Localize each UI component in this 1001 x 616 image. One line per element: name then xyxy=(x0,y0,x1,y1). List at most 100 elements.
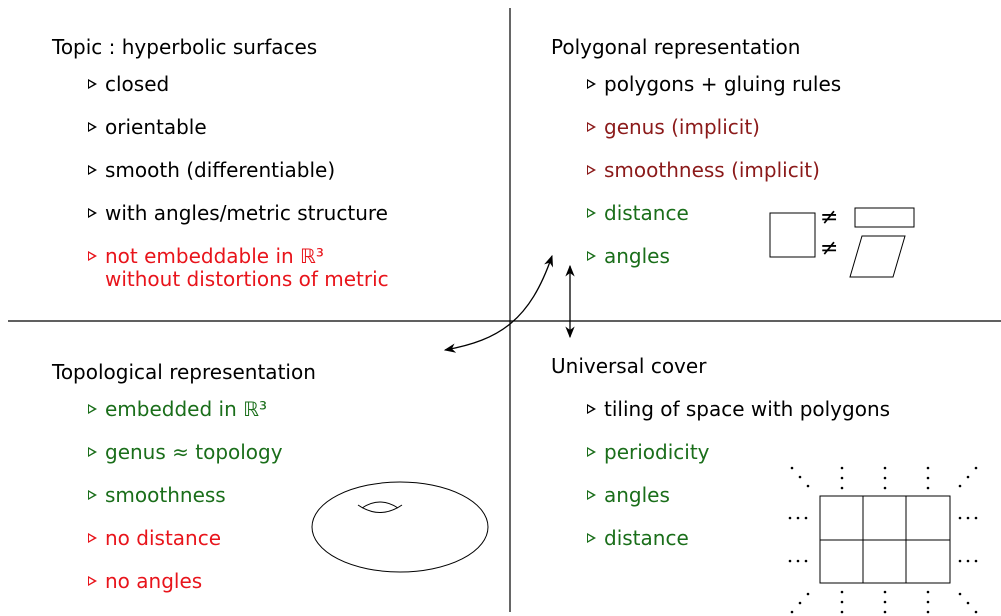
rectangle xyxy=(854,207,915,228)
dot xyxy=(883,466,887,470)
list-item: distance xyxy=(587,526,689,550)
dot xyxy=(840,600,844,604)
text: angles xyxy=(604,483,670,507)
dot xyxy=(840,590,844,594)
dot xyxy=(958,484,962,488)
dot xyxy=(926,476,930,480)
dot xyxy=(926,590,930,594)
text: tiling of space with polygons xyxy=(604,397,891,421)
dot xyxy=(840,476,844,480)
dot xyxy=(804,559,808,563)
text: orientable xyxy=(105,115,207,139)
dot xyxy=(926,486,930,490)
dot xyxy=(798,475,802,479)
text: smooth (differentiable) xyxy=(105,158,336,182)
list-item: closed xyxy=(88,72,169,96)
text: periodicity xyxy=(604,440,710,464)
dot xyxy=(788,559,792,563)
dot xyxy=(806,484,810,488)
bullet xyxy=(587,208,596,218)
bullet xyxy=(587,165,596,175)
dot xyxy=(926,610,930,614)
list-item: with angles/metric structure xyxy=(88,201,388,225)
tiling-grid xyxy=(819,495,951,584)
bullet xyxy=(88,251,97,261)
bullet xyxy=(587,533,596,543)
dot xyxy=(788,516,792,520)
list-item: genus ≈ topology xyxy=(88,440,283,464)
torus xyxy=(311,481,489,573)
list-item: angles xyxy=(587,244,670,268)
tiling-dots xyxy=(788,466,978,614)
dot xyxy=(958,516,962,520)
bullet xyxy=(587,79,596,89)
dot xyxy=(840,486,844,490)
dot xyxy=(790,466,794,470)
bullet xyxy=(88,404,97,414)
dot xyxy=(804,516,808,520)
neq-sign: ≠ xyxy=(820,205,839,230)
text: no distance xyxy=(105,526,222,550)
dot xyxy=(883,486,887,490)
dot xyxy=(966,475,970,479)
dot xyxy=(840,610,844,614)
text: Universal cover xyxy=(551,354,707,378)
list-item: distance xyxy=(587,201,689,225)
curved-arrow xyxy=(443,254,553,353)
dot xyxy=(974,559,978,563)
bullet xyxy=(587,251,596,261)
torus-hole xyxy=(357,501,403,513)
bullet xyxy=(88,447,97,457)
dot xyxy=(974,516,978,520)
dot xyxy=(883,600,887,604)
list-item: polygons + gluing rules xyxy=(587,72,841,96)
bullet xyxy=(88,208,97,218)
bullet xyxy=(88,533,97,543)
dot xyxy=(974,610,978,614)
text: Polygonal representation xyxy=(551,35,801,59)
dot xyxy=(926,466,930,470)
list-item: orientable xyxy=(88,115,207,139)
quadrant-title: Polygonal representation xyxy=(551,35,800,59)
dot xyxy=(958,592,962,596)
text: without distortions of metric xyxy=(105,267,389,291)
text: Topological representation xyxy=(52,360,316,384)
quadrant-title: Topological representation xyxy=(52,360,316,384)
bullet xyxy=(88,576,97,586)
dot xyxy=(796,559,800,563)
dot xyxy=(806,592,810,596)
parallelogram xyxy=(849,235,906,278)
neq-sign: ≠ xyxy=(820,236,839,261)
dot xyxy=(966,559,970,563)
dot xyxy=(966,516,970,520)
list-item: tiling of space with polygons xyxy=(587,397,890,421)
dot xyxy=(966,601,970,605)
dot xyxy=(796,516,800,520)
text: with angles/metric structure xyxy=(105,201,388,225)
dot xyxy=(798,601,802,605)
text: genus (implicit) xyxy=(604,115,760,139)
quadrant-title: Topic : hyperbolic surfaces xyxy=(52,35,317,59)
text: embedded in ℝ³ xyxy=(105,397,267,421)
text: genus ≈ topology xyxy=(105,440,283,464)
square xyxy=(769,212,816,258)
dot xyxy=(883,610,887,614)
list-item: smooth (differentiable) xyxy=(88,158,335,182)
bullet xyxy=(88,122,97,132)
bullet xyxy=(587,490,596,500)
bullet xyxy=(587,447,596,457)
list-item: angles xyxy=(587,483,670,507)
list-item: smoothness (implicit) xyxy=(587,158,820,182)
dot xyxy=(974,466,978,470)
list-item-continuation: without distortions of metric xyxy=(105,267,389,291)
text: polygons + gluing rules xyxy=(604,72,842,96)
list-item: embedded in ℝ³ xyxy=(88,397,267,421)
list-item: not embeddable in ℝ³ xyxy=(88,244,324,268)
text: angles xyxy=(604,244,670,268)
text: Topic : hyperbolic surfaces xyxy=(52,35,318,59)
list-item: no angles xyxy=(88,569,202,593)
list-item: smoothness xyxy=(88,483,226,507)
text: distance xyxy=(604,201,689,225)
